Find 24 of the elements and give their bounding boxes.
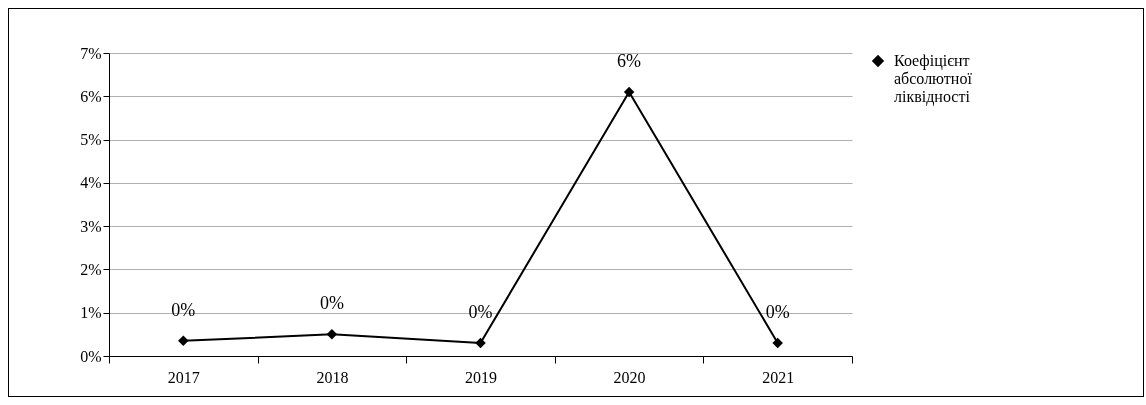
x-tick-label: 2018 <box>316 368 349 386</box>
data-label: 0% <box>468 302 493 323</box>
x-tick-label: 2021 <box>762 368 795 386</box>
y-tick-label: 2% <box>80 260 102 278</box>
x-tick-label: 2019 <box>465 368 497 386</box>
data-label: 0% <box>319 293 344 314</box>
y-tick-label: 1% <box>80 304 102 322</box>
point <box>772 337 783 349</box>
data-label: 0% <box>765 302 790 323</box>
y-tick-label: 7% <box>80 44 102 62</box>
point <box>623 86 635 98</box>
y-tick-label: 6% <box>80 87 102 105</box>
x-tick-label: 2017 <box>167 368 200 386</box>
legend-label: Коефіцієнт абсолютної ліквідності <box>894 52 973 106</box>
y-tick-label: 5% <box>80 131 102 149</box>
data-label: 0% <box>171 299 196 320</box>
point <box>178 335 189 347</box>
y-tick-label: 0% <box>80 347 102 365</box>
y-tick-label: 4% <box>80 174 102 192</box>
y-tick-label: 3% <box>80 217 102 235</box>
point <box>326 329 338 340</box>
point <box>475 337 486 349</box>
data-label: 6% <box>617 50 642 71</box>
x-tick-label: 2020 <box>613 368 646 386</box>
